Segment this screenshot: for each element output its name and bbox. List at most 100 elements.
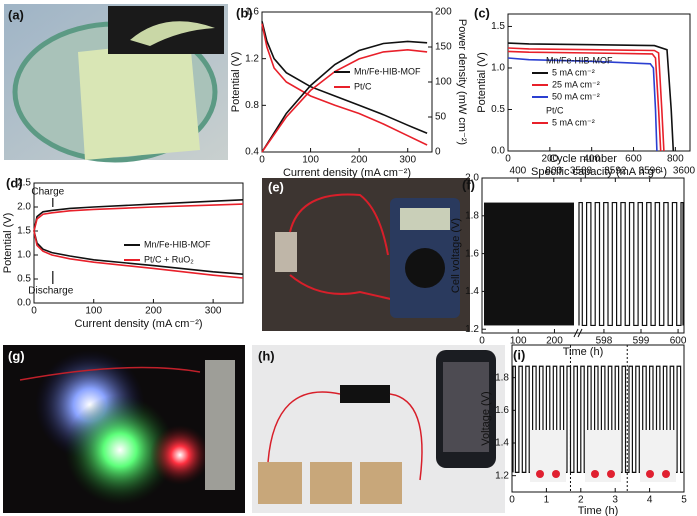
x-tick-label: 1 xyxy=(544,495,550,506)
data-line xyxy=(261,48,428,153)
y-tick-label: 1.2 xyxy=(465,324,479,335)
x-tick-label: 600 xyxy=(670,336,687,347)
cycling-band xyxy=(484,202,574,326)
y-tick-label: 1.8 xyxy=(465,210,479,221)
legend-label: Pt/C + RuO₂ xyxy=(144,254,194,264)
y-tick-label: 0.4 xyxy=(245,147,259,158)
y2-tick-label: 150 xyxy=(435,42,452,53)
y-tick-label: 1.4 xyxy=(495,438,509,449)
panel-label: (a) xyxy=(8,7,24,22)
panel-label: (e) xyxy=(268,179,284,194)
x-axis-label: Current density (mA cm⁻²) xyxy=(283,167,411,179)
data-line xyxy=(261,40,428,153)
top-tick-label: 3600 xyxy=(673,166,696,177)
x-axis-label: Current density (mA cm⁻²) xyxy=(74,318,202,330)
x-tick-label: 200 xyxy=(145,306,162,317)
data-line xyxy=(507,50,662,152)
panel-label: (h) xyxy=(258,348,275,363)
data-line xyxy=(33,230,244,279)
axis-break xyxy=(573,328,579,338)
plot-frame xyxy=(511,344,685,493)
y-tick-label: 1.2 xyxy=(245,53,259,64)
y-tick-label: 1.6 xyxy=(465,248,479,259)
x-tick-label: 2 xyxy=(578,495,584,506)
legend-title: Mn/Fe-HIB-MOF xyxy=(546,55,613,65)
y-tick-label: 1.0 xyxy=(17,250,31,261)
x-tick-label: 400 xyxy=(583,154,600,165)
x-tick-label: 0 xyxy=(259,155,265,166)
top-tick-label: 3592 xyxy=(604,166,627,177)
data-line xyxy=(33,230,244,275)
x-tick-label: 600 xyxy=(625,154,642,165)
y-tick-label: 1.6 xyxy=(245,7,259,18)
y-tick-label: 2.0 xyxy=(465,173,479,184)
y-axis-label: Voltage (V) xyxy=(480,391,492,445)
data-line xyxy=(507,57,658,152)
data-line xyxy=(261,21,428,135)
clip xyxy=(646,470,654,478)
x-axis-label: Specific capacity (mA h g⁻¹) xyxy=(531,166,667,178)
y-tick-label: 1.6 xyxy=(495,405,509,416)
inset-photo xyxy=(585,430,621,482)
x-tick-label: 200 xyxy=(546,336,563,347)
inset-photo xyxy=(640,430,676,482)
clip xyxy=(591,470,599,478)
y-tick-label: 2.5 xyxy=(17,178,31,189)
panel-label: (f) xyxy=(462,177,475,192)
legend-label: 50 mA cm⁻² xyxy=(552,91,600,101)
x-tick-label: 100 xyxy=(85,306,102,317)
photo-a xyxy=(4,4,228,163)
x-tick-label: 800 xyxy=(667,154,684,165)
legend-label: 5 mA cm⁻² xyxy=(552,67,595,77)
y2-tick-label: 100 xyxy=(435,77,452,88)
panel-label: (d) xyxy=(6,175,23,190)
y2-tick-label: 200 xyxy=(435,7,452,18)
y-tick-label: 0.0 xyxy=(17,298,31,309)
x-tick-label: 200 xyxy=(541,154,558,165)
x-tick-label: 100 xyxy=(302,155,319,166)
top-axis-label: Cycle number xyxy=(549,153,617,165)
y-tick-label: 2.0 xyxy=(17,202,31,213)
x-tick-label: 599 xyxy=(633,336,650,347)
x-tick-label: 4 xyxy=(647,495,653,506)
x-tick-label: 0 xyxy=(509,495,515,506)
annotation: Charge xyxy=(31,187,64,198)
x-tick-label: 0 xyxy=(505,154,511,165)
y-tick-label: 1.8 xyxy=(495,372,509,383)
x-tick-label: 598 xyxy=(596,336,613,347)
panel-label: (g) xyxy=(8,348,25,363)
x-tick-label: 200 xyxy=(351,155,368,166)
x-tick-label: 3 xyxy=(612,495,618,506)
y-axis-label: Potential (V) xyxy=(476,52,488,113)
y-axis-label: Potential (V) xyxy=(2,213,14,274)
legend-label: Pt/C xyxy=(354,81,372,91)
plot-frame xyxy=(33,182,244,304)
panel-label: (i) xyxy=(513,347,525,362)
panel-label: (c) xyxy=(474,5,490,20)
x-tick-label: 0 xyxy=(479,336,485,347)
x-tick-label: 5 xyxy=(681,495,687,506)
y-axis-label: Potential (V) xyxy=(230,52,242,113)
y-axis-label: Cell voltage (V) xyxy=(450,218,462,293)
data-line xyxy=(33,203,244,232)
y2-tick-label: 50 xyxy=(435,112,447,123)
y-tick-label: 0.8 xyxy=(245,100,259,111)
legend-title: Pt/C xyxy=(546,105,564,115)
data-line xyxy=(507,42,675,152)
data-line xyxy=(33,199,244,232)
y-tick-label: 0.5 xyxy=(17,274,31,285)
x-axis-label: Time (h) xyxy=(578,505,619,516)
plot-frame xyxy=(481,177,685,334)
y-tick-label: 1.2 xyxy=(495,470,509,481)
legend-label: Mn/Fe-HIB-MOF xyxy=(354,66,421,76)
x-tick-label: 0 xyxy=(31,306,37,317)
x-axis-label: Time (h) xyxy=(563,346,604,358)
cycling-wave xyxy=(578,201,684,327)
plot-frame xyxy=(507,13,691,152)
y2-tick-label: 0 xyxy=(435,147,441,158)
clip xyxy=(662,470,670,478)
y2-axis-label: Power density (mW cm⁻²) xyxy=(456,19,468,145)
annotation: Discharge xyxy=(28,286,73,297)
inset-photo xyxy=(530,430,566,482)
